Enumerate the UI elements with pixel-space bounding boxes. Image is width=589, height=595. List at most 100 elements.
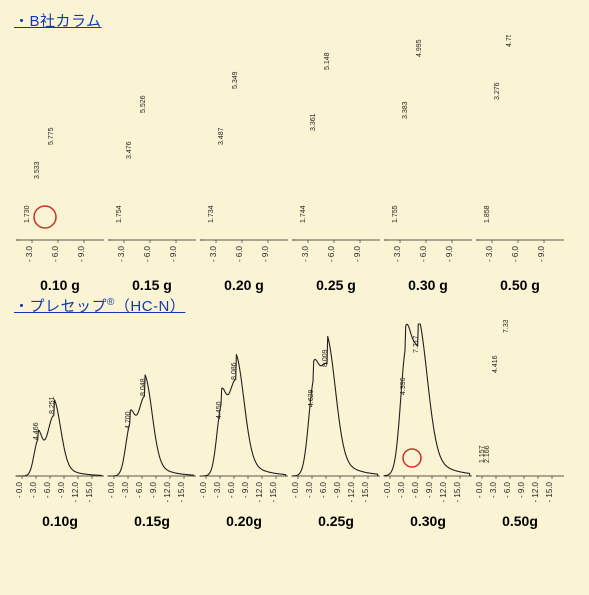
chromatogram-trace	[384, 324, 470, 476]
chromatogram-svg: - 0.0- 3.0- 6.0- 9.0- 12.0- 15.04.3967.7…	[382, 320, 474, 506]
retention-time-label: 3.383	[402, 101, 409, 119]
axis-tick-label: - 9.0	[537, 245, 546, 262]
axis-tick-label: - 12.0	[163, 481, 172, 502]
axis-tick-label: - 6.0	[503, 481, 512, 498]
chromatogram-trace	[108, 375, 194, 476]
axis-tick-label: - 3.0	[25, 245, 34, 262]
retention-time-label: 1.755	[392, 205, 399, 223]
axis-tick-label: - 6.0	[227, 481, 236, 498]
axis-tick-label: - 15.0	[361, 481, 370, 502]
mass-label: 0.30g	[382, 513, 474, 529]
axis-tick-label: - 9.0	[425, 481, 434, 498]
mass-label: 0.50g	[474, 513, 566, 529]
axis-tick-label: - 6.0	[319, 481, 328, 498]
retention-time-label: 4.416	[492, 355, 499, 373]
axis-tick-label: - 0.0	[475, 481, 484, 498]
axis-tick-label: - 12.0	[255, 481, 264, 502]
mass-label: 0.25g	[290, 513, 382, 529]
axis-tick-label: - 9.0	[517, 481, 526, 498]
axis-tick-label: - 6.0	[143, 245, 152, 262]
section-title-presep: ・プレセップ®（HC-N）	[14, 295, 579, 316]
axis-tick-label: - 0.0	[383, 481, 392, 498]
chromatogram-panel: - 3.0 - 6.0 - 9.0 3.383 4.995 1.755 0.30 g	[382, 35, 474, 293]
retention-time-label: 8.048	[140, 378, 147, 396]
retention-time-label: 7.331	[503, 320, 510, 333]
axis-tick-label: - 6.0	[135, 481, 144, 498]
retention-time-label: 3.361	[310, 113, 317, 131]
retention-time-label: 5.349	[232, 71, 239, 89]
retention-time-label: 3.533	[34, 161, 41, 179]
mass-label: 0.15 g	[106, 277, 198, 293]
axis-tick-label: - 6.0	[419, 245, 428, 262]
retention-time-label: 7.717	[413, 335, 420, 353]
axis-tick-label: - 9.0	[241, 481, 250, 498]
chromatogram-panel: - 3.0- 6.0- 9.03.2764.7501.8580.50 g	[474, 35, 566, 293]
chromatogram-trace	[16, 400, 102, 476]
chromatogram-svg: - 0.0- 3.0- 6.0- 9.0- 12.0- 15.04.4508.0…	[198, 320, 290, 506]
axis-tick-label: - 15.0	[85, 481, 94, 502]
axis-tick-label: - 3.0	[305, 481, 314, 498]
axis-tick-label: - 0.0	[15, 481, 24, 498]
chromatogram-svg: - 0.0- 3.0- 6.0- 9.0- 12.0- 15.04.7008.0…	[106, 320, 198, 506]
axis-tick-label: - 6.0	[235, 245, 244, 262]
chromatogram-panel: - 0.0 - 3.0 - 6.0 - 9.0 - 12.0 - 15.0 4.466 8.2…	[14, 320, 106, 529]
retention-time-label: 4.466	[33, 422, 40, 440]
retention-time-label: 1.734	[208, 205, 215, 223]
axis-tick-label: - 9.0	[57, 481, 66, 498]
axis-tick-label: - 6.0	[511, 245, 520, 262]
chromatogram-svg: - 0.0- 3.0- 6.0- 9.0- 12.0- 15.04.6298.0…	[290, 320, 382, 506]
axis-tick-label: - 12.0	[71, 481, 80, 502]
mass-label: 0.30 g	[382, 277, 474, 293]
mass-label: 0.25 g	[290, 277, 382, 293]
retention-time-label: 8.086	[231, 362, 238, 380]
retention-time-label: 5.148	[324, 52, 331, 70]
axis-tick-label: - 0.0	[291, 481, 300, 498]
mass-label: 0.10g	[14, 513, 106, 529]
retention-time-label: 3.487	[218, 127, 225, 145]
retention-time-label: 1.157	[479, 445, 486, 463]
chromatogram-panel: - 0.0- 3.0- 6.0- 9.0- 12.0- 15.04.3967.7…	[382, 320, 474, 529]
axis-tick-label: - 15.0	[177, 481, 186, 502]
retention-time-label: 8.251	[49, 396, 56, 414]
axis-tick-label: - 9.0	[445, 245, 454, 262]
retention-time-label: 5.775	[48, 127, 55, 145]
retention-time-label: 4.995	[416, 39, 423, 57]
axis-tick-label: - 3.0	[393, 245, 402, 262]
chromatogram-trace	[200, 355, 286, 477]
axis-tick-label: - 6.0	[43, 481, 52, 498]
chromatogram-panel: - 0.0- 3.0- 6.0- 9.0- 12.0- 15.04.4508.0…	[198, 320, 290, 529]
axis-tick-label: - 3.0	[489, 481, 498, 498]
chromatogram-panel: - 3.0- 6.0- 9.03.4875.3491.7340.20 g	[198, 35, 290, 293]
axis-tick-label: - 9.0	[149, 481, 158, 498]
retention-time-label: 1.744	[300, 205, 307, 223]
axis-tick-label: - 9.0	[169, 245, 178, 262]
chromatogram-row-presep: - 0.0 - 3.0 - 6.0 - 9.0 - 12.0 - 15.0 4.466 8.2…	[14, 320, 579, 529]
axis-tick-label: - 6.0	[51, 245, 60, 262]
axis-tick-label: - 9.0	[333, 481, 342, 498]
retention-time-label: 4.450	[216, 401, 223, 419]
chromatogram-svg: - 3.0- 6.0- 9.03.3615.1481.744	[290, 35, 382, 270]
axis-tick-label: - 3.0	[213, 481, 222, 498]
axis-tick-label: - 12.0	[531, 481, 540, 502]
mass-label: 0.10 g	[14, 277, 106, 293]
retention-time-label: 3.276	[494, 82, 501, 100]
axis-tick-label: - 0.0	[107, 481, 116, 498]
chromatogram-panel: - 3.0- 6.0- 9.03.4765.5261.7540.15 g	[106, 35, 198, 293]
chromatogram-row-b: - 3.0- 6.0- 9.03.5335.7751.7300.10 g- 3.…	[14, 35, 579, 293]
retention-time-label: 1.754	[116, 205, 123, 223]
axis-tick-label: - 12.0	[347, 481, 356, 502]
axis-tick-label: - 3.0	[29, 481, 38, 498]
axis-tick-label: - 6.0	[411, 481, 420, 498]
chromatogram-svg: - 3.0- 6.0- 9.03.4875.3491.734	[198, 35, 290, 270]
axis-tick-label: - 9.0	[261, 245, 270, 262]
chromatogram-svg: - 0.0- 3.0- 6.0- 9.0- 12.0- 15.04.4167.3…	[474, 320, 566, 506]
axis-tick-label: - 15.0	[269, 481, 278, 502]
axis-tick-label: - 3.0	[485, 245, 494, 262]
retention-time-label: 1.858	[484, 205, 491, 223]
chromatogram-panel: - 3.0- 6.0- 9.03.5335.7751.7300.10 g	[14, 35, 106, 293]
retention-time-label: 8.009	[322, 349, 329, 367]
highlight-circle-icon	[403, 449, 421, 467]
axis-tick-label: - 3.0	[397, 481, 406, 498]
mass-label: 0.20g	[198, 513, 290, 529]
retention-time-label: 3.476	[126, 141, 133, 159]
